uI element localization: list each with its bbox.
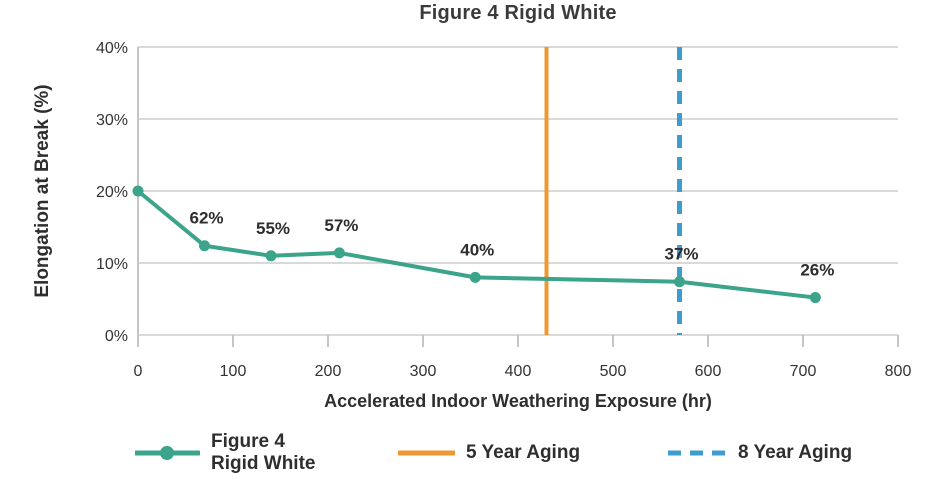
dashed-line-swatch-icon	[668, 450, 727, 456]
data-point-label: 57%	[324, 216, 358, 235]
x-tick-label: 600	[695, 363, 722, 380]
data-point-label: 55%	[256, 219, 290, 238]
x-tick-label: 400	[505, 363, 532, 380]
data-point	[333, 247, 345, 259]
x-tick-label: 500	[600, 363, 627, 380]
x-axis-title: Accelerated Indoor Weathering Exposure (…	[324, 391, 712, 411]
data-point-label: 26%	[800, 261, 834, 280]
x-tick-label: 700	[790, 363, 817, 380]
y-tick-label: 0%	[105, 328, 128, 345]
data-point-label: 40%	[460, 240, 494, 259]
x-tick-label: 200	[315, 363, 342, 380]
data-point	[265, 250, 277, 262]
data-point-label: 62%	[189, 209, 223, 228]
x-tick-label: 100	[220, 363, 247, 380]
x-tick-label: 300	[410, 363, 437, 380]
legend-item-series: Figure 4 Rigid White	[135, 430, 315, 476]
data-point	[199, 240, 210, 252]
series-line-swatch-icon	[135, 446, 200, 460]
data-point-label: 37%	[664, 245, 698, 264]
x-tick-label: 800	[885, 363, 912, 380]
chart-title: Figure 4 Rigid White	[419, 2, 617, 24]
y-tick-label: 30%	[96, 112, 128, 129]
legend-label-5-year-aging: 5 Year Aging	[466, 442, 581, 463]
y-tick-label: 40%	[96, 40, 128, 57]
data-point	[809, 292, 821, 304]
y-tick-label: 20%	[96, 184, 128, 201]
x-tick-label: 0	[134, 363, 143, 380]
legend-item-5-year-aging: 5 Year Aging	[398, 430, 580, 476]
legend-label-8-year-aging: 8 Year Aging	[738, 442, 853, 463]
plot-area: 0% 10% 20% 30% 40% 0 100 200 300 400 500 600 700 800 6…	[96, 40, 912, 380]
legend-item-8-year-aging: 8 Year Aging	[668, 430, 852, 476]
y-tick-label: 10%	[96, 256, 128, 273]
legend-label-series: Figure 4 Rigid White	[211, 431, 316, 474]
data-point	[674, 276, 685, 288]
data-point	[469, 271, 481, 283]
data-point	[132, 185, 144, 197]
solid-line-swatch-icon	[398, 450, 455, 456]
